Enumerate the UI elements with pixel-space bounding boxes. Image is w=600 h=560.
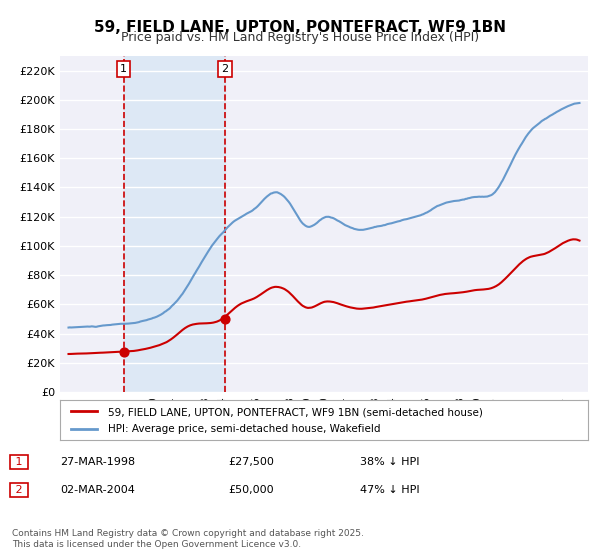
Text: 38% ↓ HPI: 38% ↓ HPI (360, 457, 419, 467)
Text: Price paid vs. HM Land Registry's House Price Index (HPI): Price paid vs. HM Land Registry's House … (121, 31, 479, 44)
Text: 47% ↓ HPI: 47% ↓ HPI (360, 485, 419, 495)
Text: 1: 1 (120, 64, 127, 74)
Text: 2: 2 (221, 64, 228, 74)
Text: 2: 2 (12, 485, 26, 495)
Text: 59, FIELD LANE, UPTON, PONTEFRACT, WF9 1BN (semi-detached house): 59, FIELD LANE, UPTON, PONTEFRACT, WF9 1… (107, 407, 482, 417)
Text: Contains HM Land Registry data © Crown copyright and database right 2025.
This d: Contains HM Land Registry data © Crown c… (12, 529, 364, 549)
Text: £27,500: £27,500 (228, 457, 274, 467)
Text: 59, FIELD LANE, UPTON, PONTEFRACT, WF9 1BN: 59, FIELD LANE, UPTON, PONTEFRACT, WF9 1… (94, 20, 506, 35)
Text: 02-MAR-2004: 02-MAR-2004 (60, 485, 135, 495)
Text: 1: 1 (12, 457, 26, 467)
Text: 27-MAR-1998: 27-MAR-1998 (60, 457, 135, 467)
Point (220, 315, 230, 324)
Text: HPI: Average price, semi-detached house, Wakefield: HPI: Average price, semi-detached house,… (107, 423, 380, 433)
Text: £50,000: £50,000 (228, 485, 274, 495)
Bar (124, 56, 225, 392)
Point (119, 347, 128, 356)
